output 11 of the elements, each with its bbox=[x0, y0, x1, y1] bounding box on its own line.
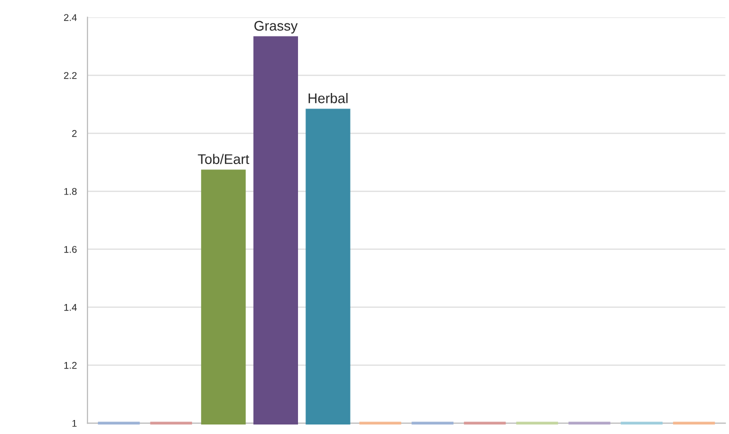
y-tick-label: 1.4 bbox=[64, 304, 77, 311]
x-tick-label: Herbal bbox=[308, 93, 348, 104]
y-tick-label: 1.2 bbox=[64, 362, 77, 369]
y-tick-label: 1.6 bbox=[64, 246, 77, 253]
y-tick-label: 1 bbox=[72, 420, 77, 427]
x-tick-label: Grassy bbox=[254, 20, 298, 34]
y-tick-label: 2 bbox=[72, 130, 77, 137]
y-tick-label: 2.2 bbox=[64, 72, 77, 79]
x-tick-label: Tob/Eart bbox=[198, 154, 250, 164]
y-tick-label: 2.4 bbox=[64, 14, 77, 21]
y-tick-label: 1.8 bbox=[64, 188, 77, 195]
